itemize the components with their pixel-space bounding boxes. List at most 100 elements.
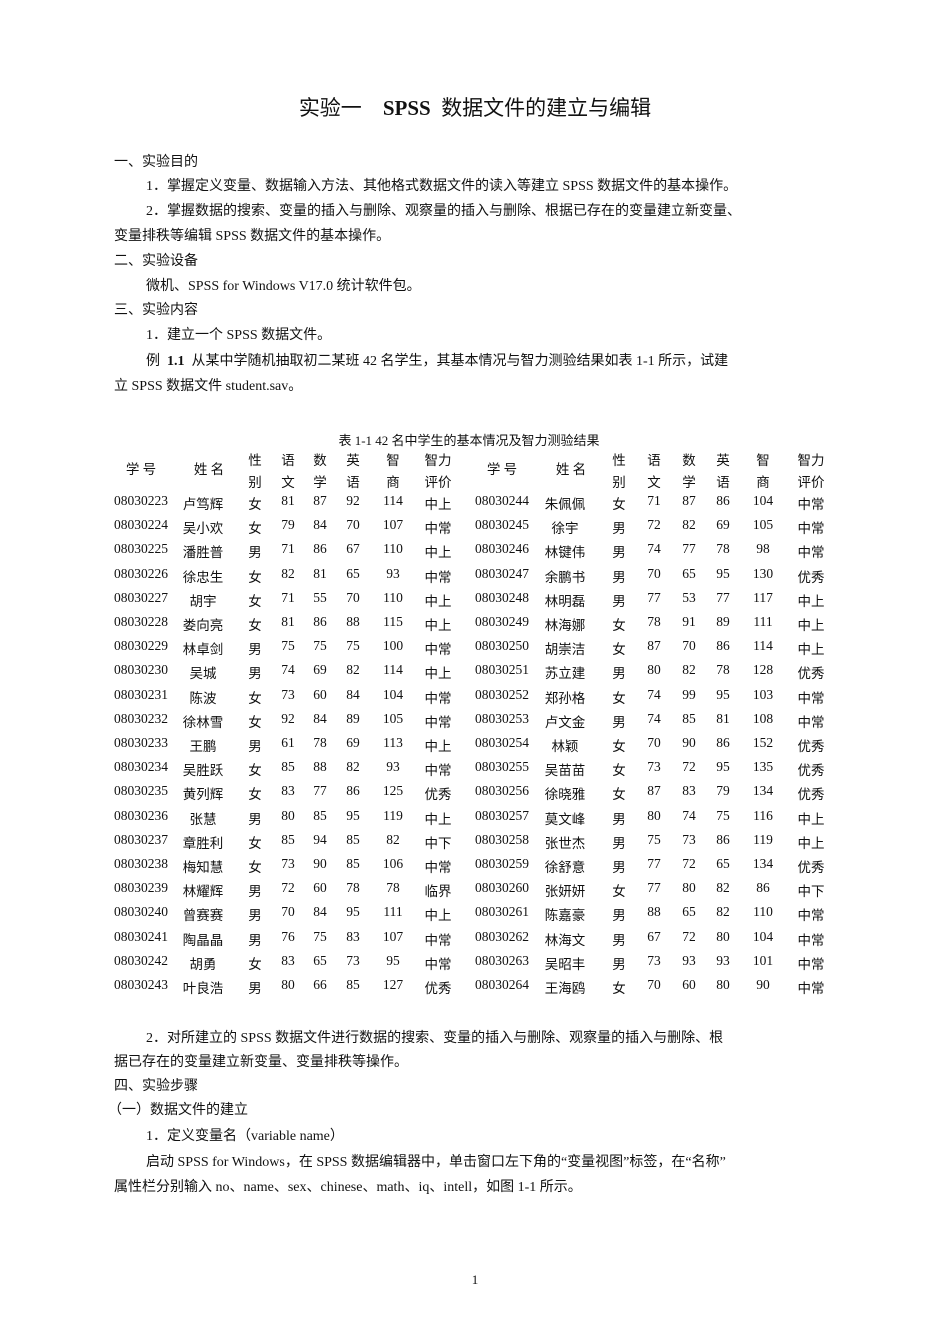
section-heading: 四、实验步骤 — [114, 1079, 198, 1094]
cell-chinese: 92 — [281, 710, 295, 726]
cell-sex: 女 — [612, 787, 626, 803]
cell-sex: 女 — [248, 835, 262, 851]
header-evaluation: 智力 — [797, 453, 825, 468]
cell-id: 08030227 — [114, 589, 168, 605]
cell-chinese: 87 — [647, 783, 661, 799]
cell-chinese: 70 — [647, 977, 661, 992]
cell-name: 王鹏 — [189, 739, 217, 754]
cell-math: 75 — [313, 638, 327, 654]
cell-sex: 女 — [612, 642, 626, 658]
cell-math: 85 — [313, 807, 327, 823]
cell-iq: 114 — [753, 638, 773, 654]
paragraph: 据已存在的变量建立新变量、变量排秩等操作。 — [114, 1055, 408, 1070]
cell-iq: 119 — [383, 807, 403, 823]
cell-name: 章胜利 — [182, 835, 224, 851]
header-math: 学 — [313, 475, 327, 490]
cell-name: 吴小欢 — [182, 521, 224, 537]
cell-id: 08030264 — [475, 977, 529, 992]
cell-name: 潘胜普 — [182, 545, 224, 561]
cell-evaluation: 中常 — [424, 521, 452, 537]
cell-sex: 女 — [612, 618, 626, 633]
cell-iq: 134 — [752, 783, 774, 799]
cell-chinese: 88 — [647, 904, 661, 920]
cell-sex: 男 — [612, 932, 626, 948]
header-chinese: 文 — [281, 475, 295, 490]
cell-sex: 男 — [612, 956, 626, 972]
cell-iq: 110 — [383, 541, 403, 557]
cell-name: 徐宇 — [551, 521, 579, 537]
cell-chinese: 75 — [281, 638, 295, 654]
cell-id: 08030263 — [475, 952, 529, 968]
paragraph: 属性栏分别输入 no、name、sex、chinese、math、iq、inte… — [114, 1180, 582, 1195]
cell-id: 08030257 — [475, 807, 529, 823]
cell-id: 08030225 — [114, 541, 168, 557]
cell-id: 08030251 — [475, 662, 529, 678]
subsection-heading: （一）数据文件的建立 — [108, 1103, 248, 1118]
cell-id: 08030253 — [475, 710, 529, 726]
cell-chinese: 77 — [647, 856, 661, 871]
cell-name: 莫文峰 — [544, 811, 586, 827]
cell-math: 55 — [313, 589, 327, 605]
cell-chinese: 80 — [647, 807, 661, 823]
cell-iq: 114 — [383, 493, 403, 508]
header-name: 姓 名 — [555, 462, 587, 477]
cell-id: 08030229 — [114, 638, 168, 654]
cell-evaluation: 中常 — [424, 690, 452, 706]
cell-iq: 90 — [756, 977, 770, 992]
cell-name: 张世杰 — [544, 835, 586, 851]
cell-chinese: 73 — [281, 686, 295, 702]
header-id: 学 号 — [125, 462, 157, 477]
cell-iq: 104 — [752, 928, 774, 944]
cell-math: 74 — [682, 807, 696, 823]
cell-evaluation: 优秀 — [797, 787, 825, 803]
cell-iq: 93 — [386, 759, 400, 775]
cell-chinese: 82 — [281, 565, 295, 581]
header-evaluation: 评价 — [424, 475, 452, 490]
cell-id: 08030228 — [114, 614, 168, 629]
cell-name: 徐舒意 — [544, 860, 586, 875]
cell-evaluation: 中常 — [424, 714, 452, 730]
cell-english: 69 — [346, 735, 360, 750]
cell-iq: 117 — [753, 589, 773, 605]
cell-sex: 女 — [612, 497, 626, 512]
cell-sex: 男 — [248, 908, 262, 924]
cell-iq: 119 — [753, 831, 773, 847]
cell-english: 83 — [346, 928, 360, 944]
cell-name: 林卓剑 — [182, 642, 224, 658]
header-english: 英 — [346, 453, 360, 468]
cell-iq: 127 — [382, 977, 404, 992]
header-iq: 商 — [756, 475, 770, 490]
cell-english: 70 — [346, 517, 360, 533]
cell-chinese: 70 — [647, 735, 661, 750]
cell-sex: 女 — [248, 593, 262, 609]
cell-evaluation: 中上 — [797, 618, 825, 633]
cell-math: 66 — [313, 977, 327, 992]
cell-id: 08030235 — [114, 783, 168, 799]
cell-chinese: 70 — [281, 904, 295, 920]
cell-evaluation: 中上 — [424, 811, 452, 827]
cell-id: 08030245 — [475, 517, 529, 533]
cell-id: 08030260 — [475, 880, 529, 896]
cell-evaluation: 中上 — [797, 642, 825, 658]
cell-chinese: 87 — [647, 638, 661, 654]
cell-id: 08030239 — [114, 880, 168, 896]
cell-id: 08030223 — [114, 493, 168, 508]
cell-chinese: 74 — [647, 710, 661, 726]
cell-chinese: 61 — [281, 735, 295, 750]
cell-sex: 男 — [612, 908, 626, 924]
cell-name: 胡宇 — [189, 593, 217, 609]
cell-evaluation: 中上 — [424, 618, 452, 633]
cell-evaluation: 中常 — [797, 714, 825, 730]
table-caption: 表 1-1 42 名中学生的基本情况及智力测验结果 — [338, 433, 600, 448]
cell-math: 65 — [682, 904, 696, 920]
cell-id: 08030258 — [475, 831, 529, 847]
cell-english: 75 — [716, 807, 730, 823]
cell-id: 08030244 — [475, 493, 529, 508]
cell-iq: 101 — [752, 952, 774, 968]
cell-math: 75 — [313, 928, 327, 944]
cell-sex: 男 — [612, 521, 626, 537]
cell-math: 60 — [313, 686, 327, 702]
cell-english: 82 — [346, 759, 360, 775]
cell-english: 86 — [716, 735, 730, 750]
cell-evaluation: 临界 — [424, 884, 452, 900]
